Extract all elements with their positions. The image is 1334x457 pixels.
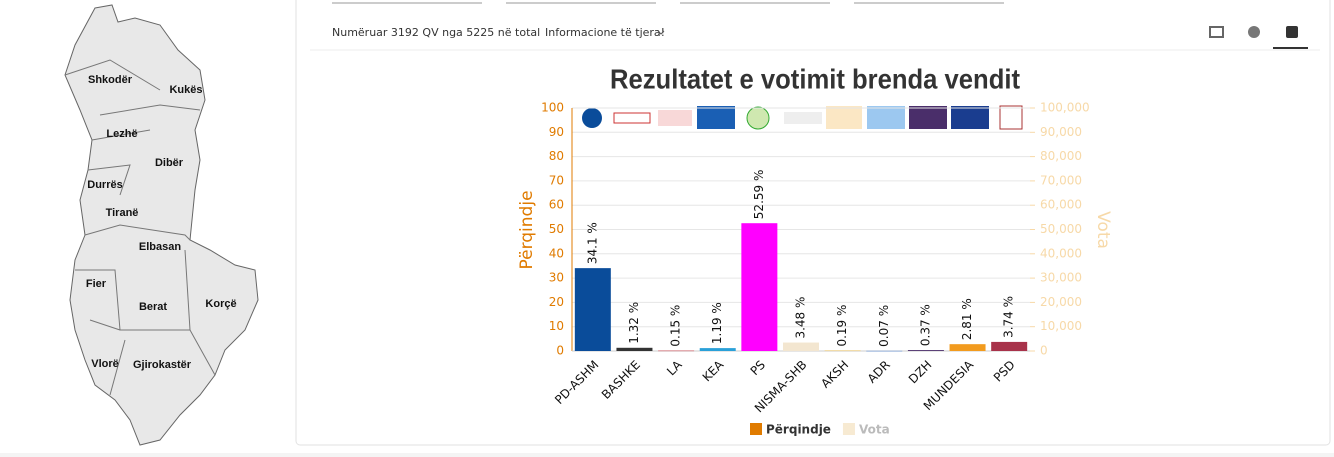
value-label: 2.81 % bbox=[960, 298, 974, 340]
bar-icon[interactable] bbox=[1286, 26, 1298, 38]
y2-tick-label: 60,000 bbox=[1040, 198, 1082, 212]
y-axis-label: Përqindje bbox=[517, 190, 537, 269]
map-outline[interactable] bbox=[64, 4, 259, 446]
value-label: 0.07 % bbox=[877, 305, 891, 347]
legend-swatch[interactable] bbox=[750, 423, 762, 435]
y2-axis-label: Vota bbox=[1093, 211, 1113, 249]
card bbox=[295, 0, 1331, 446]
y-tick-label: 40 bbox=[549, 246, 564, 260]
map bbox=[64, 4, 259, 446]
bar bbox=[949, 344, 986, 351]
region-label[interactable]: Fier bbox=[86, 278, 107, 290]
region-label[interactable]: Vlorë bbox=[91, 358, 119, 370]
y-tick-label: 50 bbox=[549, 222, 564, 236]
y-tick-label: 100 bbox=[541, 101, 564, 115]
bar bbox=[991, 341, 1028, 351]
more-info-dropdown[interactable]: Informacione të tjera! bbox=[545, 26, 665, 39]
y-tick-label: 10 bbox=[549, 319, 564, 333]
bar bbox=[616, 347, 653, 351]
legend-label[interactable]: Vota bbox=[859, 423, 890, 437]
value-label: 1.32 % bbox=[627, 302, 641, 344]
y2-tick-label: 30,000 bbox=[1040, 271, 1082, 285]
region-label[interactable]: Berat bbox=[139, 301, 167, 313]
bar bbox=[866, 350, 903, 352]
y2-tick-label: 100,000 bbox=[1040, 101, 1090, 115]
y2-tick-label: 0 bbox=[1040, 344, 1048, 358]
y-tick-label: 90 bbox=[549, 125, 564, 139]
y-tick-label: 30 bbox=[549, 271, 564, 285]
y-tick-label: 70 bbox=[549, 173, 564, 187]
bar bbox=[574, 268, 611, 351]
value-label: 52.59 % bbox=[752, 170, 766, 220]
y2-tick-label: 10,000 bbox=[1040, 319, 1082, 333]
map-borders bbox=[64, 59, 216, 396]
bar bbox=[783, 342, 819, 351]
region-label[interactable]: Durrës bbox=[87, 179, 122, 191]
value-label: 34.1 % bbox=[585, 222, 599, 264]
counted-text: Numëruar 3192 QV nga 5225 në total bbox=[332, 26, 540, 39]
y2-tick-label: 80,000 bbox=[1040, 149, 1082, 163]
bar bbox=[699, 348, 736, 351]
region-label[interactable]: Korçë bbox=[205, 298, 236, 310]
y-tick-label: 60 bbox=[549, 198, 564, 212]
chevron bbox=[657, 30, 665, 35]
value-label: 3.48 % bbox=[794, 297, 808, 339]
party-logos bbox=[582, 105, 1023, 130]
legend-label[interactable]: Përqindje bbox=[766, 423, 831, 437]
value-label: 0.15 % bbox=[669, 305, 683, 347]
value-label: 3.74 % bbox=[1002, 296, 1016, 338]
pie-icon[interactable] bbox=[1248, 26, 1260, 38]
bar bbox=[824, 350, 861, 352]
legend-swatch[interactable] bbox=[842, 423, 855, 435]
value-label: 0.19 % bbox=[835, 305, 849, 347]
region-label[interactable]: Lezhë bbox=[106, 128, 137, 140]
value-label: 1.19 % bbox=[710, 302, 724, 344]
bar bbox=[741, 223, 778, 351]
y2-tick-label: 70,000 bbox=[1040, 173, 1082, 187]
region-label[interactable]: Kukës bbox=[169, 84, 202, 96]
region-label[interactable]: Dibër bbox=[155, 157, 184, 169]
y-tick-label: 0 bbox=[556, 344, 564, 358]
y2-tick-label: 50,000 bbox=[1040, 222, 1082, 236]
region-label[interactable]: Gjirokastër bbox=[133, 359, 192, 371]
region-label[interactable]: Shkodër bbox=[88, 74, 133, 86]
y2-tick-label: 40,000 bbox=[1040, 246, 1082, 260]
bar bbox=[907, 350, 944, 351]
y2-tick-label: 90,000 bbox=[1040, 125, 1082, 139]
y2-tick-label: 20,000 bbox=[1040, 295, 1082, 309]
view-icons bbox=[310, 26, 1320, 51]
y-tick-label: 20 bbox=[549, 295, 564, 309]
region-label[interactable]: Elbasan bbox=[139, 241, 181, 253]
table-icon[interactable] bbox=[1209, 26, 1224, 38]
value-label: 0.37 % bbox=[918, 304, 932, 346]
region-label[interactable]: Tiranë bbox=[106, 207, 139, 219]
chart-title: Rezultatet e votimit brenda vendit bbox=[610, 63, 1020, 94]
bar bbox=[658, 350, 695, 352]
y-tick-label: 80 bbox=[549, 149, 564, 163]
